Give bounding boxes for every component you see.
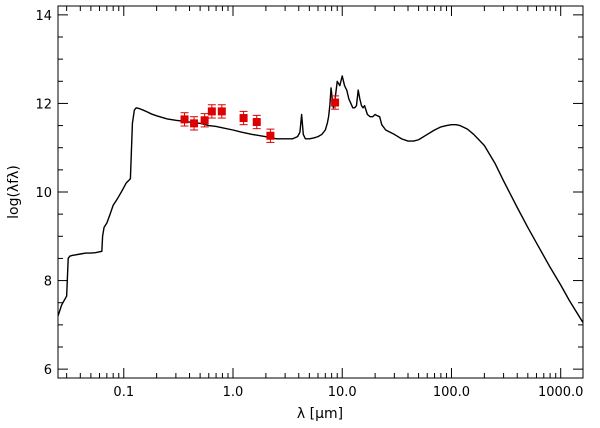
data-point bbox=[190, 119, 199, 128]
x-tick-label: 10.0 bbox=[328, 385, 357, 400]
axis-ticks bbox=[58, 6, 583, 378]
data-point bbox=[217, 107, 226, 116]
data-point bbox=[331, 98, 340, 107]
y-tick-label: 12 bbox=[35, 97, 52, 112]
data-point bbox=[200, 116, 209, 125]
data-point bbox=[252, 118, 261, 127]
x-axis-title: λ [μm] bbox=[297, 406, 343, 422]
x-tick-label: 0.1 bbox=[113, 385, 134, 400]
axis-tick-labels: 0.1 1.0 10.0 100.0 1000.0 6 8 10 12 14 bbox=[35, 9, 583, 400]
data-point bbox=[180, 115, 189, 124]
y-tick-label: 8 bbox=[44, 275, 52, 290]
data-point bbox=[207, 107, 216, 116]
y-tick-label: 10 bbox=[35, 186, 52, 201]
model-sed-line bbox=[58, 75, 583, 324]
x-tick-label: 1000.0 bbox=[538, 385, 584, 400]
series-group bbox=[58, 75, 583, 324]
y-tick-label: 14 bbox=[35, 9, 52, 24]
data-point bbox=[266, 131, 275, 140]
data-point bbox=[239, 114, 248, 123]
x-tick-label: 100.0 bbox=[433, 385, 470, 400]
x-tick-label: 1.0 bbox=[223, 385, 244, 400]
plot-frame bbox=[57, 5, 584, 379]
y-tick-label: 6 bbox=[44, 363, 52, 378]
y-axis-title: log(λfλ) bbox=[6, 165, 22, 219]
